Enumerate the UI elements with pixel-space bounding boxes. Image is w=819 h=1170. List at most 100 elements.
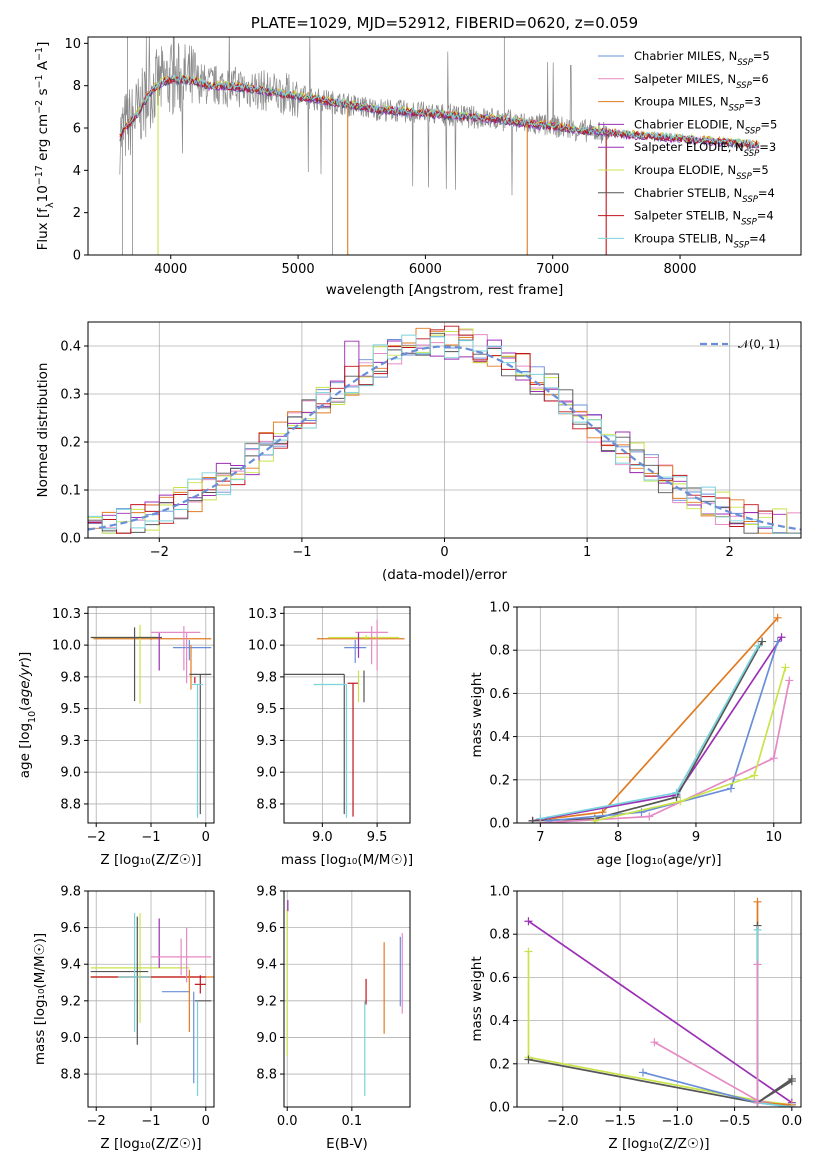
x-tick-label: 8 — [614, 830, 622, 845]
mass-weight-age-line — [532, 617, 779, 822]
plot-area — [88, 325, 801, 534]
y-tick-label: 0.1 — [60, 484, 81, 499]
axes-frame — [283, 606, 411, 824]
data-point-marker — [524, 1055, 533, 1064]
x-axis-label: Z [log₁₀(Z/Z☉)] — [100, 1136, 201, 1152]
y-tick-label: 9.8 — [60, 670, 81, 685]
data-point-marker — [590, 816, 599, 823]
axes-frame — [516, 890, 802, 1108]
data-point-marker — [769, 754, 778, 763]
y-tick-label: 0.0 — [489, 1101, 510, 1116]
model-spectrum-salpeter-stelib — [119, 75, 760, 149]
data-point-marker — [528, 816, 537, 823]
y-tick-label: 0 — [73, 249, 81, 264]
y-tick-label: 0.4 — [489, 1014, 510, 1029]
x-axis-label: mass [log₁₀(M/M☉)] — [281, 852, 413, 868]
data-point-marker — [787, 1103, 796, 1107]
y-axis-label: mass weight — [469, 672, 485, 757]
axes-frame — [87, 321, 802, 539]
x-tick-label: 0 — [202, 1114, 210, 1129]
x-tick-label: 8000 — [663, 262, 696, 277]
y-tick-label: 0.6 — [489, 687, 510, 702]
mass-weight-z-line — [756, 925, 793, 1105]
normal-distribution-curve — [88, 345, 801, 531]
y-tick-label: 2 — [73, 206, 81, 221]
y-tick-label: 9.4 — [256, 958, 277, 973]
data-point-marker — [672, 788, 681, 797]
data-point-marker — [544, 816, 553, 823]
data-point-marker — [758, 637, 767, 646]
y-tick-label: 0.8 — [489, 928, 510, 943]
data-point-marker — [676, 797, 685, 806]
data-point-marker — [638, 1068, 647, 1077]
x-tick-label: −1 — [141, 830, 160, 845]
mass-vs-metallicity-panel: −2 −1 0 8.8 9.0 9.2 9.4 9.6 9.8 Z [log₁₀(Z/Z☉)] ma… — [32, 885, 215, 1152]
y-tick-label: 9.6 — [256, 921, 277, 936]
y-tick-label: 8.8 — [256, 1068, 277, 1083]
plot-area — [90, 912, 214, 1097]
y-tick-label: 10.3 — [248, 607, 277, 622]
data-point-marker — [773, 637, 782, 646]
x-axis-label: E(B-V) — [326, 1136, 368, 1152]
histogram-kroupa-miles — [88, 327, 801, 534]
y-axis-label: age [log10(age/yr)] — [17, 652, 38, 778]
y-tick-label: 0.4 — [489, 730, 510, 745]
mass-weight-vs-age-panel: 7 8 9 10 0.0 0.2 0.4 0.6 0.8 1.0 age [log₁₀(age/yr… — [469, 601, 802, 868]
x-tick-label: 5000 — [282, 262, 315, 277]
y-tick-label: 9.0 — [256, 1031, 277, 1046]
mass-weight-age-line — [594, 667, 787, 822]
chart-title: PLATE=1029, MJD=52912, FIBERID=0620, z=0… — [251, 14, 638, 32]
y-tick-label: 0.2 — [60, 436, 81, 451]
plot-area — [286, 900, 403, 1097]
x-tick-label: 6000 — [409, 262, 442, 277]
y-tick-label: 9.6 — [60, 921, 81, 936]
mass-weight-z-line — [756, 929, 792, 1107]
mass-weight-age-line — [540, 645, 759, 820]
x-tick-label: −1 — [292, 545, 311, 560]
data-point-marker — [787, 1077, 796, 1086]
legend-label: Kroupa ELODIE, NSSP=5 — [634, 163, 769, 182]
histogram-chabrier-stelib — [88, 332, 801, 534]
x-tick-label: 10 — [765, 830, 782, 845]
x-axis-label: age [log₁₀(age/yr)] — [596, 852, 721, 868]
x-tick-label: 0.1 — [342, 1114, 363, 1129]
y-tick-label: 9.0 — [60, 766, 81, 781]
y-tick-label: 9.8 — [60, 885, 81, 900]
y-tick-label: 0.0 — [60, 532, 81, 547]
mass-weight-age-line — [532, 636, 783, 822]
data-point-marker — [785, 676, 794, 685]
y-tick-label: 10.0 — [52, 639, 81, 654]
y-tick-label: 0.2 — [489, 1057, 510, 1072]
y-tick-label: 10.0 — [248, 639, 277, 654]
y-tick-label: 9.0 — [256, 766, 277, 781]
y-tick-label: 0.2 — [489, 773, 510, 788]
model-spectrum-kroupa-stelib — [119, 72, 760, 148]
y-tick-label: 0.8 — [489, 644, 510, 659]
legend-label: Salpeter ELODIE, NSSP=3 — [634, 140, 776, 159]
data-point-marker — [645, 812, 654, 821]
residual-distribution-panel: −2 −1 0 1 2 0.0 0.1 0.2 0.3 0.4 𝒩(0, 1) (data-model… — [35, 321, 802, 583]
mass-weight-z-line — [756, 901, 792, 1106]
data-point-marker — [773, 613, 782, 622]
x-tick-label: 0 — [440, 545, 448, 560]
data-point-marker — [524, 917, 533, 926]
data-point-marker — [754, 641, 763, 650]
legend-label: Chabrier STELIB, NSSP=4 — [634, 186, 775, 205]
plot-area — [119, 37, 760, 255]
spectrum-panel: 4000 5000 6000 7000 8000 0 2 4 6 8 10 PLATE=1029, M… — [34, 14, 802, 298]
x-tick-label: −0.5 — [719, 1114, 751, 1129]
age-vs-metallicity-panel: −2 −1 0 8.8 9.0 9.3 9.5 9.8 10.0 10.3 Z [log₁₀(Z/Z… — [17, 606, 215, 868]
data-point-marker — [753, 1098, 762, 1107]
y-tick-label: 9.5 — [60, 702, 81, 717]
axes-frame — [87, 890, 215, 1108]
x-tick-label: 0 — [202, 830, 210, 845]
mass-weight-z-line — [527, 951, 792, 1106]
y-tick-label: 0.0 — [489, 817, 510, 832]
y-tick-label: 9.2 — [256, 994, 277, 1009]
data-point-marker — [524, 947, 533, 956]
y-axis-label: Normed distribution — [35, 363, 51, 498]
x-tick-label: 9 — [692, 830, 700, 845]
x-tick-label: 9.0 — [312, 830, 333, 845]
mass-weight-age-line — [548, 641, 779, 822]
